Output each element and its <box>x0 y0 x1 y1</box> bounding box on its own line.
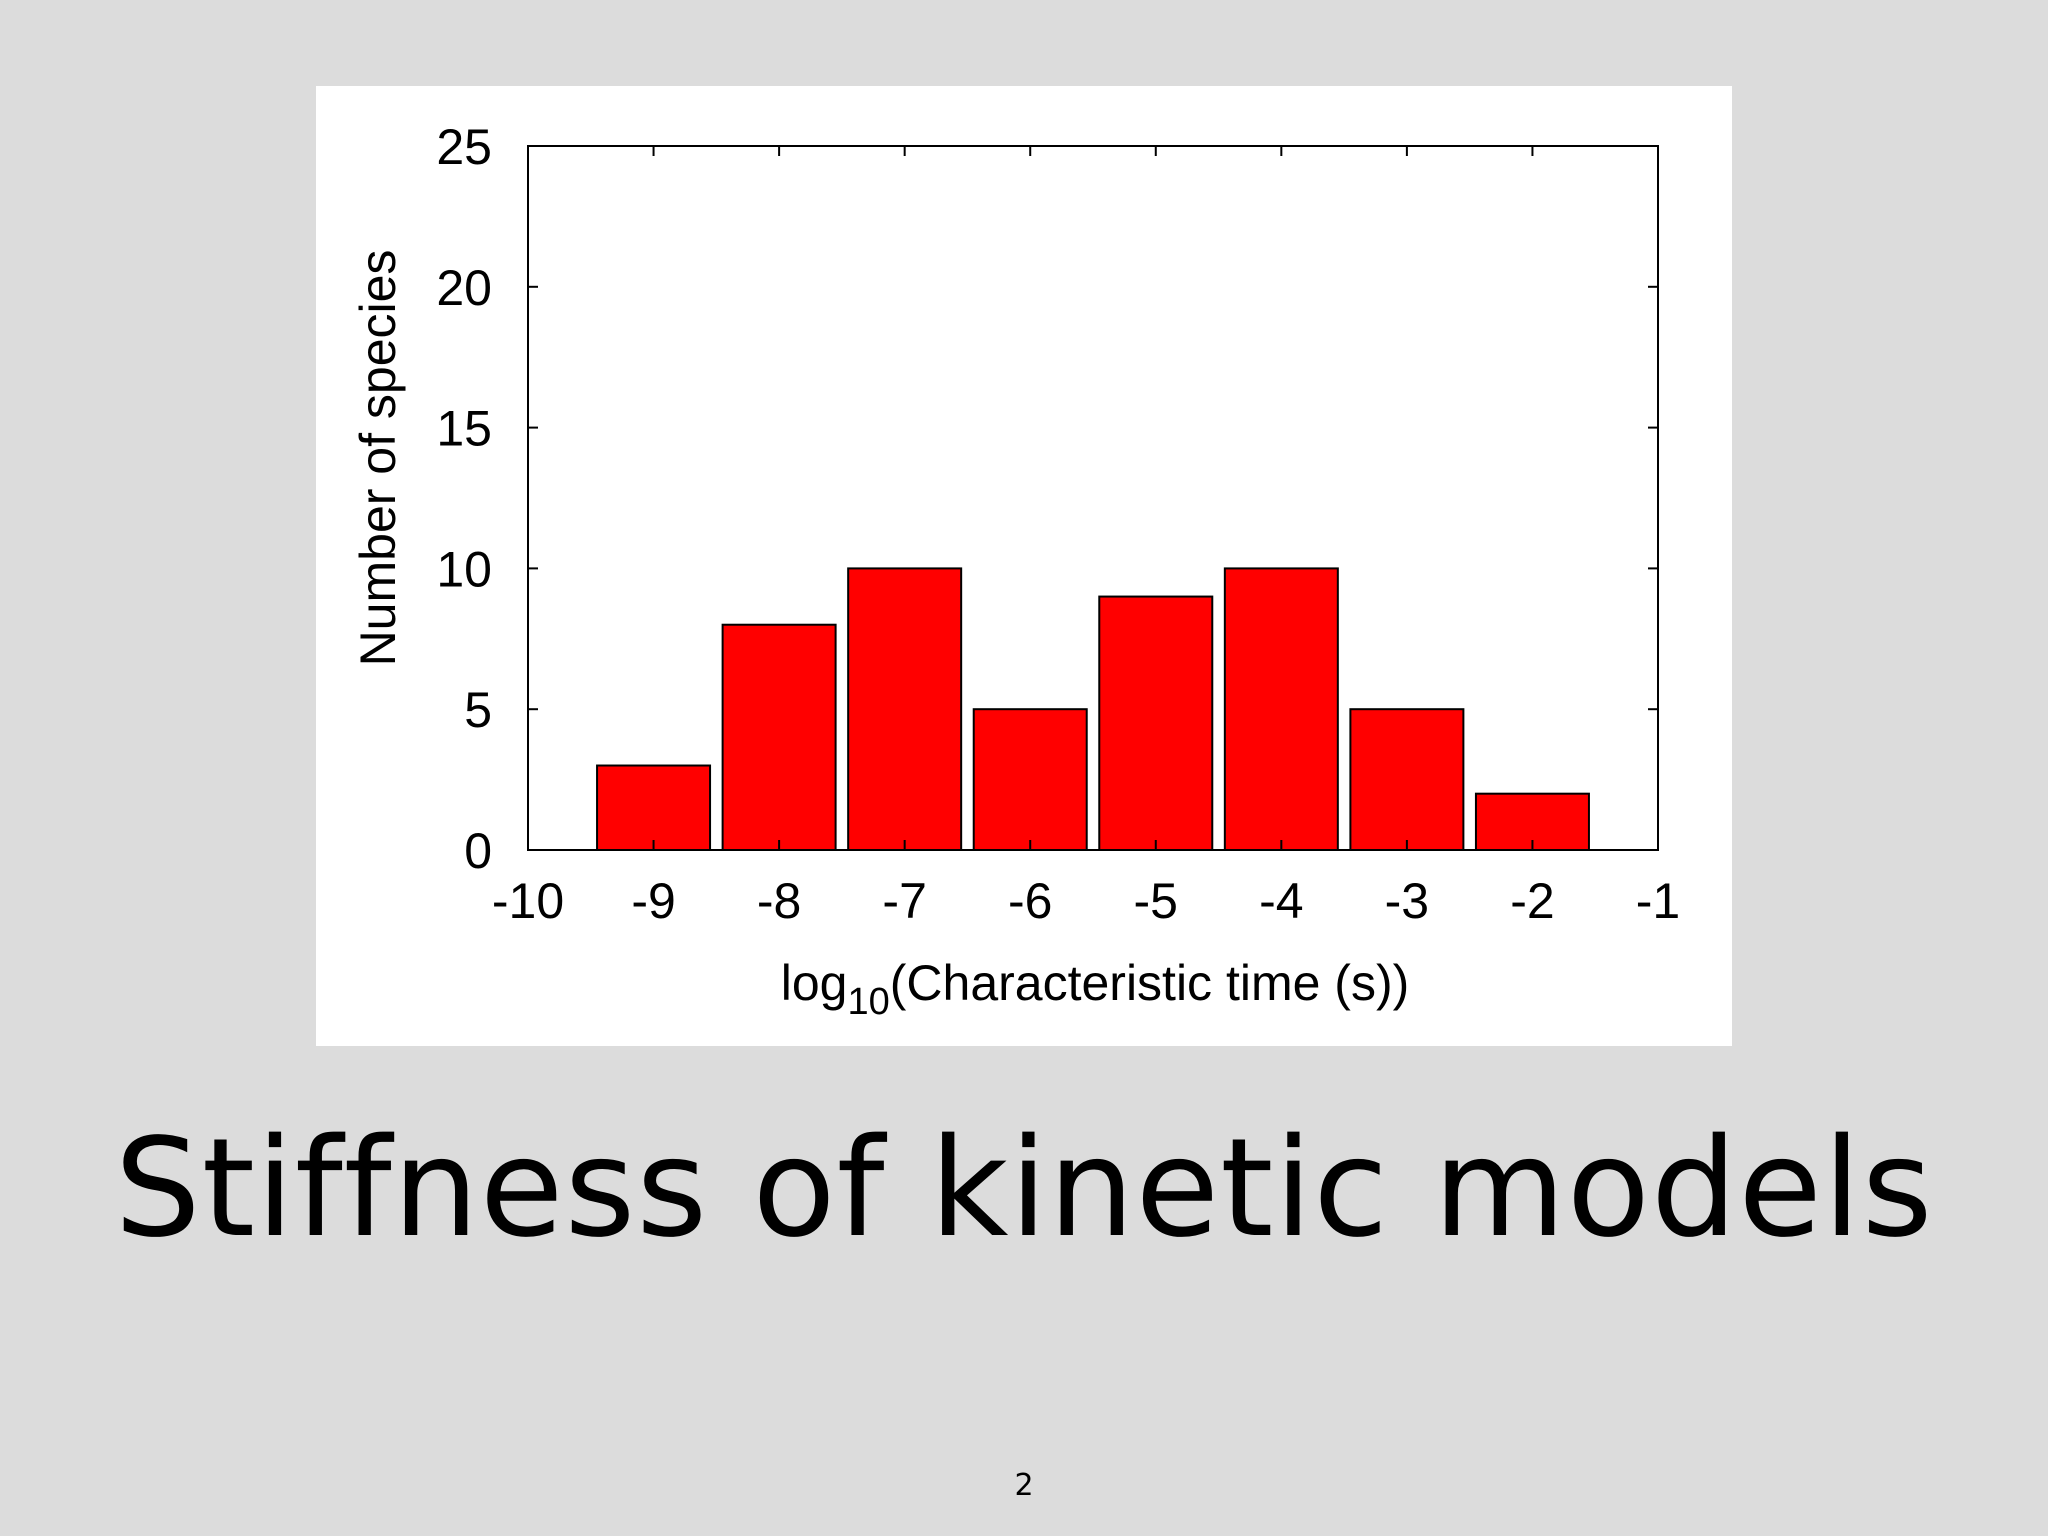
y-tick-label-20: 20 <box>436 260 492 316</box>
bar--8 <box>721 623 837 851</box>
x-tick-label--5: -5 <box>1134 873 1178 929</box>
y-tick-label-10: 10 <box>436 541 492 597</box>
bar--6 <box>972 708 1088 852</box>
slide-title: Stiffness of kinetic models <box>114 1110 1934 1268</box>
y-axis-title: Number of species <box>350 250 406 667</box>
x-tick-label--9: -9 <box>631 873 675 929</box>
x-axis-title-rest: (Characteristic time (s)) <box>890 955 1409 1011</box>
x-tick-label--7: -7 <box>882 873 926 929</box>
y-tick-label-0: 0 <box>464 823 492 879</box>
bar--5 <box>1098 595 1214 851</box>
y-tick-label-25: 25 <box>436 119 492 175</box>
x-tick-label--1: -1 <box>1636 873 1680 929</box>
bars-group <box>596 567 1590 852</box>
x-axis-title-prefix: log <box>781 955 848 1011</box>
bar--4 <box>1223 567 1339 851</box>
bar--9 <box>596 764 712 852</box>
x-tick-label--10: -10 <box>492 873 564 929</box>
y-tick-label-5: 5 <box>464 682 492 738</box>
plot-frame <box>527 145 1659 851</box>
x-tick-label--3: -3 <box>1385 873 1429 929</box>
bar--3 <box>1349 708 1465 852</box>
y-tick-label-15: 15 <box>436 401 492 457</box>
chart-panel: -10 -9 -8 -7 -6 -5 -4 -3 -2 -1 0 5 10 15 20 25 Number o… <box>316 86 1732 1046</box>
x-tick-label--4: -4 <box>1259 873 1303 929</box>
x-axis-title: log10(Characteristic time (s)) <box>781 955 1410 1023</box>
x-tick-label--6: -6 <box>1008 873 1052 929</box>
x-axis-title-subscript: 10 <box>847 981 889 1023</box>
bar--7 <box>847 567 963 851</box>
page-number: 2 <box>1014 1468 1034 1503</box>
x-tick-label--2: -2 <box>1510 873 1554 929</box>
x-tick-label--8: -8 <box>757 873 801 929</box>
